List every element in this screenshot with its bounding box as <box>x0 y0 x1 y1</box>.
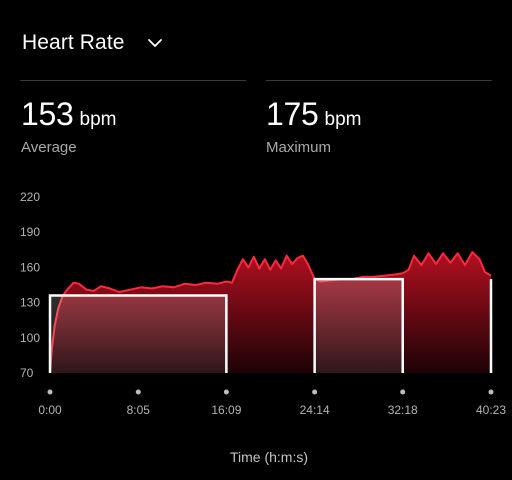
x-tick-label: 24:14 <box>300 403 330 417</box>
interval-fill-0 <box>50 295 227 373</box>
page-title: Heart Rate <box>22 31 125 54</box>
x-tick-label: 40:23 <box>476 403 506 417</box>
y-tick-label: 220 <box>20 190 40 204</box>
x-tick-label: 32:18 <box>388 403 418 417</box>
x-tick-dot <box>135 389 141 395</box>
y-tick-label: 160 <box>20 260 40 274</box>
y-tick-label: 100 <box>20 331 40 345</box>
x-tick-dot <box>47 389 53 395</box>
average-stat: 153 bpm Average <box>21 96 116 156</box>
x-tick-dot <box>488 389 494 395</box>
maximum-value: 175 <box>266 96 319 132</box>
average-value: 153 <box>21 96 74 132</box>
x-axis-label: Time (h:m:s) <box>230 449 308 465</box>
interval-outline-0 <box>48 294 228 373</box>
y-tick-label: 130 <box>20 296 40 310</box>
average-unit: bpm <box>79 109 117 130</box>
maximum-stat: 175 bpm Maximum <box>266 96 361 156</box>
y-tick-label: 190 <box>20 225 40 239</box>
x-tick-dot <box>223 389 229 395</box>
average-label: Average <box>21 139 77 156</box>
heart-rate-dropdown[interactable]: Heart Rate <box>22 28 163 58</box>
interval-fill-1 <box>314 279 403 373</box>
divider-left <box>20 80 246 81</box>
interval-outline-1 <box>313 277 404 373</box>
divider-right <box>266 80 492 81</box>
x-tick-dot <box>400 389 406 395</box>
x-tick-label: 16:09 <box>211 403 241 417</box>
x-tick-label: 0:00 <box>38 403 62 417</box>
maximum-unit: bpm <box>324 109 362 130</box>
x-axis: 0:00 8:05 16:09 24:14 32:18 40:23 <box>38 389 506 417</box>
maximum-label: Maximum <box>266 139 332 156</box>
x-tick-label: 8:05 <box>127 403 151 417</box>
x-tick-dot <box>312 389 318 395</box>
y-axis: 70 100 130 160 190 220 <box>20 190 40 380</box>
y-tick-label: 70 <box>20 366 34 380</box>
chevron-down-icon <box>147 35 163 51</box>
heart-rate-line <box>49 251 492 374</box>
interval-layer <box>48 277 493 373</box>
